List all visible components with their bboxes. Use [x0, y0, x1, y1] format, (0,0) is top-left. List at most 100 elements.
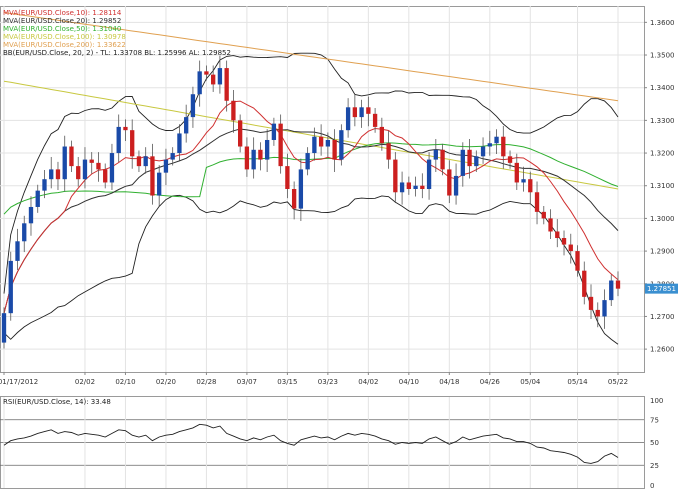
- candle-body: [487, 143, 492, 147]
- candle-body: [123, 126, 128, 131]
- y-tick-label: 1.3400: [650, 84, 675, 92]
- x-tick-label: 04/02: [358, 378, 378, 386]
- candle-body: [366, 107, 371, 114]
- x-tick-label: 04/26: [480, 378, 501, 386]
- candle-body: [271, 123, 277, 140]
- candle-body: [96, 162, 101, 170]
- candle-body: [386, 143, 391, 160]
- candle-body: [345, 107, 351, 131]
- candle-body: [588, 296, 594, 310]
- x-tick-label: 04/10: [399, 378, 419, 386]
- candle-body: [62, 146, 67, 180]
- candle-body: [460, 149, 465, 176]
- x-tick-label: 03/15: [277, 378, 297, 386]
- candle-body: [244, 146, 250, 170]
- candle-body: [595, 309, 600, 317]
- x-tick-label: 02/20: [156, 378, 176, 386]
- candle-body: [82, 159, 88, 180]
- y-tick-label: 1.3600: [650, 19, 675, 27]
- candle-body: [474, 156, 479, 167]
- candle-body: [494, 136, 499, 144]
- candle-body: [190, 94, 196, 118]
- candle-body: [575, 251, 580, 271]
- legend-entry: MVA(EUR/USD.Close,20): 1.29852: [3, 17, 121, 25]
- rsi-tick-label: 50: [650, 439, 659, 447]
- candle-body: [453, 175, 459, 196]
- candle-body: [55, 169, 61, 180]
- candle-body: [197, 71, 202, 95]
- x-tick-label: 03/23: [318, 378, 338, 386]
- candle-body: [514, 162, 519, 183]
- candle-body: [103, 169, 108, 183]
- x-tick-label: 05/04: [520, 378, 541, 386]
- y-tick-label: 1.3000: [650, 215, 675, 223]
- x-tick-label: 05/14: [567, 378, 588, 386]
- candle-body: [264, 139, 270, 160]
- candle-body: [28, 206, 34, 224]
- candle-body: [211, 74, 216, 85]
- candle-body: [568, 244, 573, 252]
- candle-body: [177, 133, 182, 154]
- y-tick-label: 1.3100: [650, 182, 675, 190]
- candle-body: [136, 156, 142, 167]
- y-tick-label: 1.2600: [650, 346, 675, 354]
- bb-lower-line: [3, 194, 619, 345]
- candle-body: [231, 100, 236, 121]
- candle-body: [285, 166, 290, 189]
- last-price-tag: [645, 283, 678, 294]
- candle-body: [258, 149, 263, 160]
- candle-body: [440, 149, 445, 170]
- candle-body: [109, 153, 115, 183]
- candle-body: [251, 149, 256, 170]
- candle-body: [22, 223, 27, 242]
- legend-entry: MVA(EUR/USD.Close,50): 1.31040: [3, 25, 121, 33]
- candle-body: [615, 280, 621, 289]
- candle-body: [157, 172, 162, 196]
- price-panel: [0, 6, 645, 373]
- mva-200-line: [3, 12, 619, 102]
- candle-body: [582, 270, 587, 297]
- y-tick-label: 1.2700: [650, 313, 675, 321]
- legend-entry: MVA(EUR/USD.Close,200): 1.33622: [3, 41, 126, 49]
- candle-body: [433, 149, 438, 160]
- candle-body: [8, 260, 13, 314]
- y-tick-label: 1.3300: [650, 117, 675, 125]
- candle-body: [237, 120, 243, 147]
- candle-body: [1, 313, 7, 343]
- candle-body: [609, 280, 614, 301]
- candle-body: [130, 130, 135, 157]
- candle-body: [170, 153, 175, 160]
- candle-body: [49, 169, 54, 180]
- x-tick-label: 04/18: [439, 378, 459, 386]
- candle-body: [548, 218, 553, 232]
- y-tick-label: 1.3200: [650, 150, 675, 158]
- candle-body: [278, 123, 283, 167]
- rsi-tick-label: 100: [650, 397, 663, 405]
- rsi-line: [3, 423, 619, 464]
- candle-body: [15, 241, 20, 261]
- rsi-tick-label: 25: [650, 462, 659, 470]
- candle-body: [413, 185, 418, 189]
- candle-body: [359, 107, 364, 118]
- x-tick-label: 05/22: [608, 378, 628, 386]
- candle-body: [35, 190, 40, 207]
- candle-body: [555, 231, 560, 239]
- candle-body: [447, 169, 452, 196]
- candle-body: [393, 159, 398, 193]
- candle-body: [501, 136, 506, 157]
- y-tick-label: 1.3500: [650, 52, 675, 60]
- candle-body: [184, 117, 189, 134]
- candle-body: [379, 126, 385, 144]
- rsi-label: RSI(EUR/USD.Close, 14): 33.48: [3, 398, 111, 406]
- candle-body: [150, 156, 155, 196]
- bb-upper-line: [3, 52, 619, 294]
- candle-body: [521, 179, 526, 183]
- candle-body: [406, 182, 411, 189]
- candle-body: [339, 130, 344, 160]
- candle-body: [480, 146, 486, 157]
- candle-body: [332, 139, 337, 160]
- candle-body: [89, 159, 94, 163]
- rsi-tick-label: 0: [650, 482, 654, 490]
- candle-body: [318, 136, 324, 147]
